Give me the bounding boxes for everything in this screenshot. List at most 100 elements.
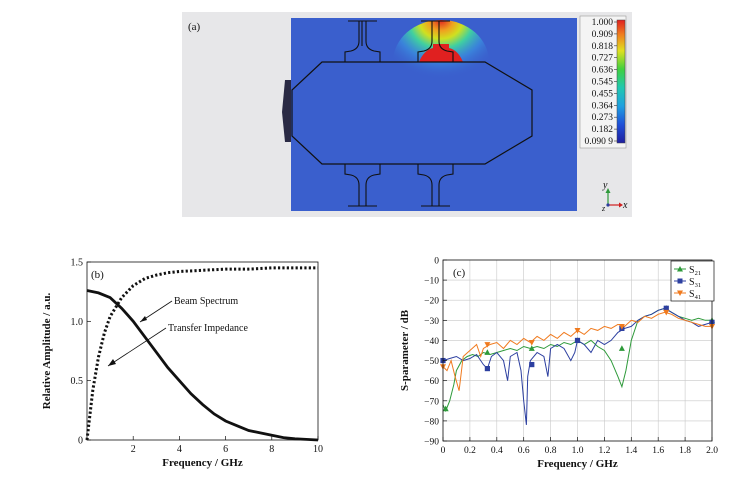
series-marker-s31 (529, 361, 535, 368)
coupler-bottom-right (417, 164, 454, 207)
colorbar-tick-label: 0.455 (592, 89, 614, 99)
x-tick-label: 8 (269, 444, 274, 455)
y-tick-label: −30 (424, 317, 439, 327)
side-port-shadow (282, 80, 292, 142)
legend-label-base: S (689, 277, 695, 288)
x-axis-label: Frequency / GHz (537, 458, 618, 470)
plot-area (87, 262, 318, 440)
x-tick-label: 6 (223, 444, 228, 455)
series-marker-s41 (574, 327, 581, 334)
plot-frame (86, 261, 319, 441)
colorbar-tick-label: 1.000 (592, 18, 614, 28)
colorbar-tick-label: 0.273 (592, 113, 614, 123)
annotation-transfer-impedance: Transfer Impedance (168, 323, 248, 334)
series-marker-s41 (618, 323, 625, 330)
triad-z-label: z (601, 204, 606, 213)
triad-x-arrowhead (619, 202, 623, 208)
series-marker-s21 (484, 349, 491, 355)
x-tick-label: 0.2 (464, 446, 476, 456)
legend-label-base: S (689, 289, 695, 300)
hot-region (419, 44, 463, 62)
series-marker-s21 (528, 345, 535, 351)
colorbar-tick-label: 0.364 (592, 101, 614, 111)
y-tick-label: −40 (424, 337, 439, 347)
triad-y-arrowhead (605, 188, 611, 193)
x-tick-label: 2.0 (706, 446, 718, 456)
y-axis-label: S-parameter / dB (399, 309, 411, 391)
colorbar-tick-label: 0.545 (592, 78, 614, 88)
y-tick-label: −10 (424, 277, 439, 287)
y-tick-label: −20 (424, 297, 439, 307)
series-line-s41 (442, 311, 712, 391)
series-marker-s21 (442, 405, 449, 412)
triad-x-label: x (622, 200, 628, 211)
legend-label-s41: S41 (689, 289, 701, 301)
series-line-beam-spectrum (86, 289, 319, 442)
y-tick-label: −70 (424, 397, 439, 407)
series-marker-s31 (484, 366, 490, 372)
x-tick-label: 4 (177, 444, 182, 455)
x-tick-label: 1.4 (625, 446, 637, 456)
x-tick-label: 2 (131, 444, 136, 455)
y-tick-label: −80 (424, 417, 439, 427)
y-tick-label: 0.5 (71, 376, 84, 387)
legend-label-subscript: 21 (695, 270, 702, 277)
series-marker-s31 (663, 305, 669, 311)
x-tick-label: 0.4 (491, 446, 503, 456)
colorbar-tick-label: 0.909 (592, 30, 614, 40)
annotation-arrow-transfer-impedance (107, 327, 167, 367)
coupler-top-left (344, 20, 381, 62)
x-tick-label: 0 (441, 446, 446, 456)
series-marker-s41 (528, 340, 535, 346)
legend-label-subscript: 31 (695, 282, 702, 289)
x-tick-label: 0.8 (545, 446, 557, 456)
legend-label-base: S (689, 265, 695, 276)
cavity-outline (291, 61, 533, 165)
triad-y-label: y (602, 180, 608, 191)
x-tick-label: 1.2 (598, 446, 610, 456)
series-line-transfer-impedance (85, 266, 318, 441)
y-tick-label: 1.5 (71, 258, 84, 269)
annotation-arrowhead-beam-spectrum (140, 316, 147, 322)
colorbar-tick-label: 0.818 (592, 42, 614, 52)
colorbar-tick-label: 0.727 (592, 54, 614, 64)
colorbar-tick-label: 0.090 9 (585, 137, 614, 147)
axis-triad: y z x (601, 180, 628, 213)
y-tick-label: 1.0 (71, 317, 84, 328)
coupler-top-right (417, 20, 454, 62)
x-tick-label: 1.0 (572, 446, 584, 456)
series-marker-s21 (618, 345, 625, 351)
panel-c-chart: 0 0.2 0.4 0.6 0.8 1.0 1.2 1.4 1.6 1.8 2.0 0 −10 −20 −3… (399, 257, 718, 471)
x-axis-label: Frequency / GHz (162, 457, 243, 469)
triad-origin (606, 203, 610, 207)
legend-marker-s21 (677, 266, 683, 272)
x-tick-label: 1.8 (679, 446, 691, 456)
series-marker-s31 (574, 337, 581, 344)
colorbar-tick-label: 0.182 (592, 125, 614, 135)
y-tick-label: −50 (424, 357, 439, 367)
series-line-s31 (442, 307, 713, 425)
series-marker-s41 (484, 342, 491, 348)
y-tick-label: 0 (78, 436, 83, 447)
legend-label-s21: S21 (689, 265, 701, 277)
series-marker-s41 (663, 309, 670, 316)
panel-label: (c) (453, 267, 466, 279)
panel-label: (b) (91, 269, 104, 281)
panel-b-chart: 2 4 6 8 10 0 0.5 1.0 1.5 Frequency / GHz Relative … (41, 258, 323, 470)
x-tick-label: 1.6 (652, 446, 664, 456)
legend-marker-s31 (677, 278, 683, 284)
coupler-bottom-left (344, 164, 381, 207)
y-tick-label: −90 (424, 438, 439, 448)
y-axis-label: Relative Amplitude / a.u. (41, 293, 53, 410)
legend-label-s31: S31 (689, 277, 701, 289)
x-tick-label: 0.6 (518, 446, 530, 456)
colorbar-gradient (616, 19, 626, 144)
y-tick-label: 0 (434, 257, 439, 267)
annotation-arrowhead-transfer-impedance (108, 359, 116, 366)
legend-label-subscript: 41 (695, 294, 702, 301)
y-tick-label: −60 (424, 377, 439, 387)
annotation-beam-spectrum: Beam Spectrum (174, 296, 238, 307)
panel-a-label: (a) (188, 21, 201, 33)
